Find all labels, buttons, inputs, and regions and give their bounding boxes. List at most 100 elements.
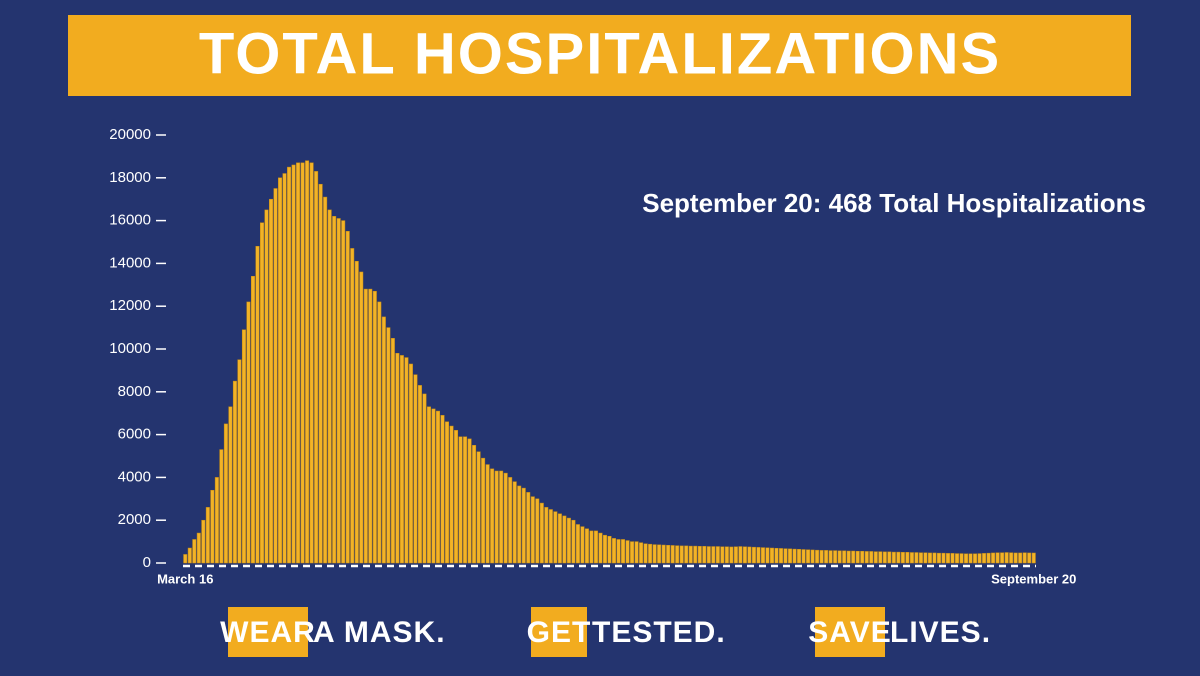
bar (539, 502, 544, 564)
bar (977, 553, 982, 564)
bar (738, 546, 743, 564)
bar (720, 546, 725, 564)
bar (724, 546, 729, 564)
bar (557, 513, 562, 564)
bar (241, 329, 246, 564)
bar (327, 209, 332, 564)
bar (463, 436, 468, 564)
bar (219, 449, 224, 564)
bar (260, 222, 264, 564)
bar (1013, 552, 1018, 564)
bar (670, 545, 675, 564)
bar (955, 553, 959, 564)
slogan-highlight: SAVE (808, 616, 891, 649)
bar (458, 436, 463, 564)
bar (616, 539, 621, 564)
bar (363, 288, 368, 564)
bar (296, 162, 301, 564)
slogan-text: LIVES. (890, 616, 991, 649)
bar (1031, 552, 1036, 564)
bar (864, 551, 869, 564)
bar (964, 553, 969, 564)
bar (810, 549, 815, 564)
bar (679, 545, 684, 564)
bar (214, 477, 219, 564)
bar (855, 550, 860, 564)
bar (413, 374, 418, 564)
bar (386, 327, 391, 564)
bar (788, 548, 792, 564)
bar (828, 550, 833, 564)
bar (630, 541, 635, 564)
bar (566, 517, 571, 564)
bar (336, 218, 341, 564)
bar (381, 316, 386, 564)
bar (390, 338, 395, 564)
bar (648, 543, 653, 564)
bar (332, 216, 337, 564)
bar (445, 421, 449, 564)
bar (589, 530, 594, 564)
bar (918, 552, 923, 564)
slogan-highlight: WEAR (220, 616, 316, 649)
bar (797, 549, 802, 564)
bar (684, 545, 689, 564)
bar (494, 470, 499, 564)
bar (846, 550, 851, 564)
bar (250, 275, 255, 564)
bar (187, 547, 192, 564)
bar (472, 445, 477, 564)
x-tick-label: March 16 (157, 571, 213, 586)
bar (508, 477, 513, 564)
bar (467, 438, 472, 564)
bar (359, 271, 364, 564)
bar (733, 546, 738, 564)
bar (192, 539, 197, 564)
bar (282, 173, 287, 564)
bar (900, 552, 905, 564)
bar (512, 481, 517, 564)
bar (201, 519, 206, 564)
y-tick-label: 0 (143, 554, 151, 571)
bar (982, 553, 987, 564)
bar (742, 546, 747, 564)
bar (535, 498, 540, 564)
bar (562, 515, 567, 564)
bar (205, 507, 210, 564)
bar (819, 550, 824, 564)
slogan-highlight-box (815, 607, 885, 657)
bar (950, 553, 955, 564)
bar (882, 551, 887, 564)
bar (481, 457, 486, 564)
bar (869, 551, 874, 564)
bar (891, 551, 896, 564)
bar (697, 546, 702, 564)
bar (941, 552, 946, 564)
bar (228, 406, 233, 564)
bar (548, 509, 553, 564)
bar (517, 485, 522, 564)
bar (232, 380, 237, 564)
bar (530, 496, 535, 564)
bar (603, 534, 607, 564)
bar (372, 290, 377, 564)
bar (1000, 552, 1005, 564)
bar (318, 183, 323, 564)
y-tick-label: 6000 (118, 426, 151, 443)
bar (341, 220, 346, 564)
bar (521, 487, 526, 564)
bar (440, 415, 445, 564)
bar (436, 410, 440, 564)
bar (422, 393, 427, 564)
bar (751, 546, 756, 564)
bar (747, 546, 752, 564)
bar (959, 553, 964, 564)
bar (760, 547, 765, 564)
bar (837, 550, 842, 564)
bar (774, 547, 779, 564)
bar (300, 162, 305, 564)
bar (571, 519, 576, 564)
y-tick-label: 16000 (109, 212, 151, 229)
